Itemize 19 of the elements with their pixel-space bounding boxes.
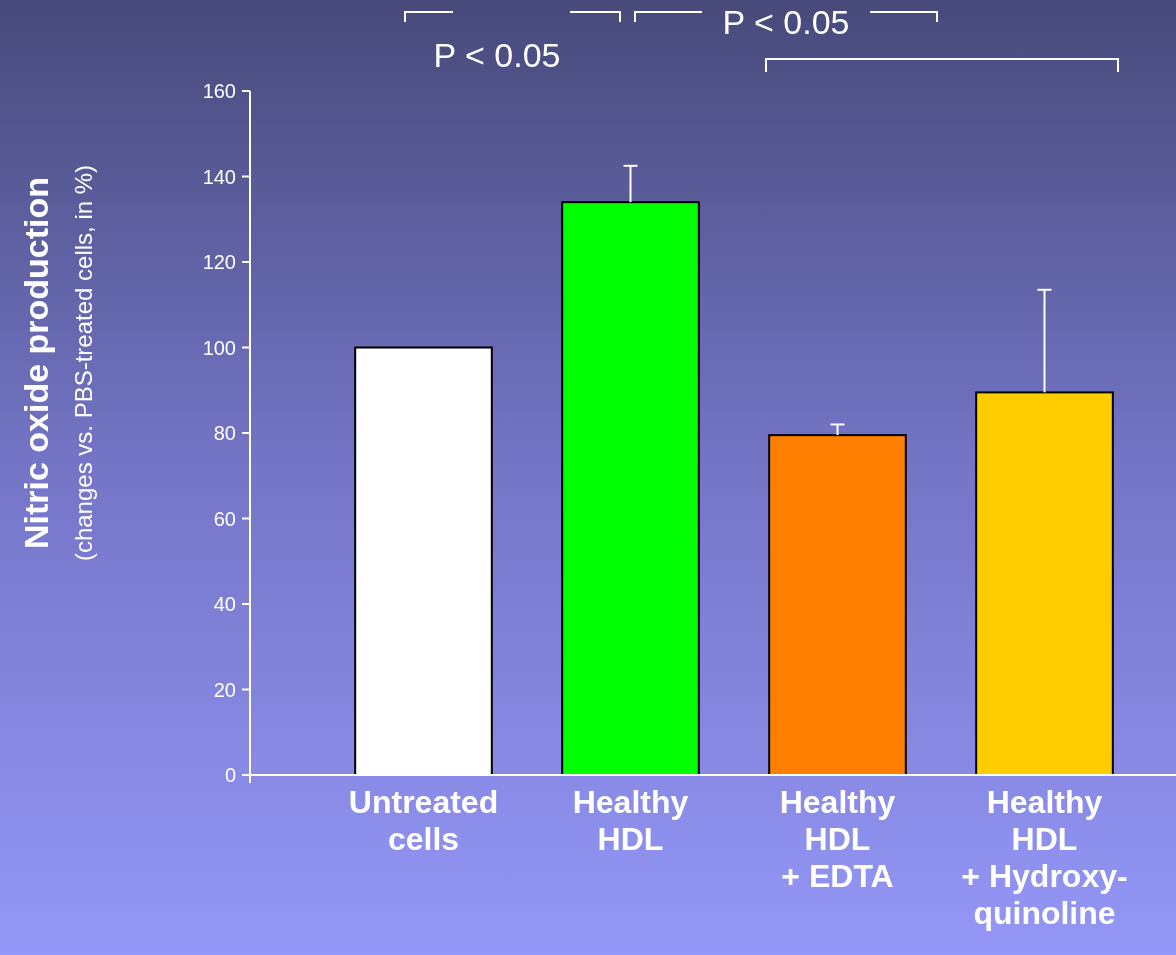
text: P < 0.05	[722, 2, 850, 41]
x-tick-label: Healthy HDL + EDTA	[779, 784, 896, 894]
y-tick-label: 140	[202, 165, 236, 188]
y-tick-label: 40	[213, 593, 236, 615]
bar	[768, 434, 907, 776]
y-tick-label: 80	[213, 422, 236, 444]
bar	[975, 391, 1114, 776]
x-tick-label: Untreated cells	[348, 784, 499, 857]
x-tick-label: Healthy HDL + Hydroxy- quinoline	[961, 784, 1128, 931]
x-tick-label: Healthy HDL	[572, 784, 689, 857]
y-tick-label: 100	[202, 336, 236, 359]
y-tick-label: 0	[224, 764, 236, 786]
y-tick-label: 120	[202, 251, 236, 273]
y-tick-label: 160	[202, 80, 236, 102]
y-tick-label: 20	[213, 678, 236, 701]
text: P < 0.05	[433, 35, 561, 74]
y-tick-label: 60	[213, 507, 236, 530]
y-axis-title: Nitric oxide production (changes vs. PBS-treated cells, in %)	[17, 164, 97, 562]
bar	[561, 201, 700, 776]
